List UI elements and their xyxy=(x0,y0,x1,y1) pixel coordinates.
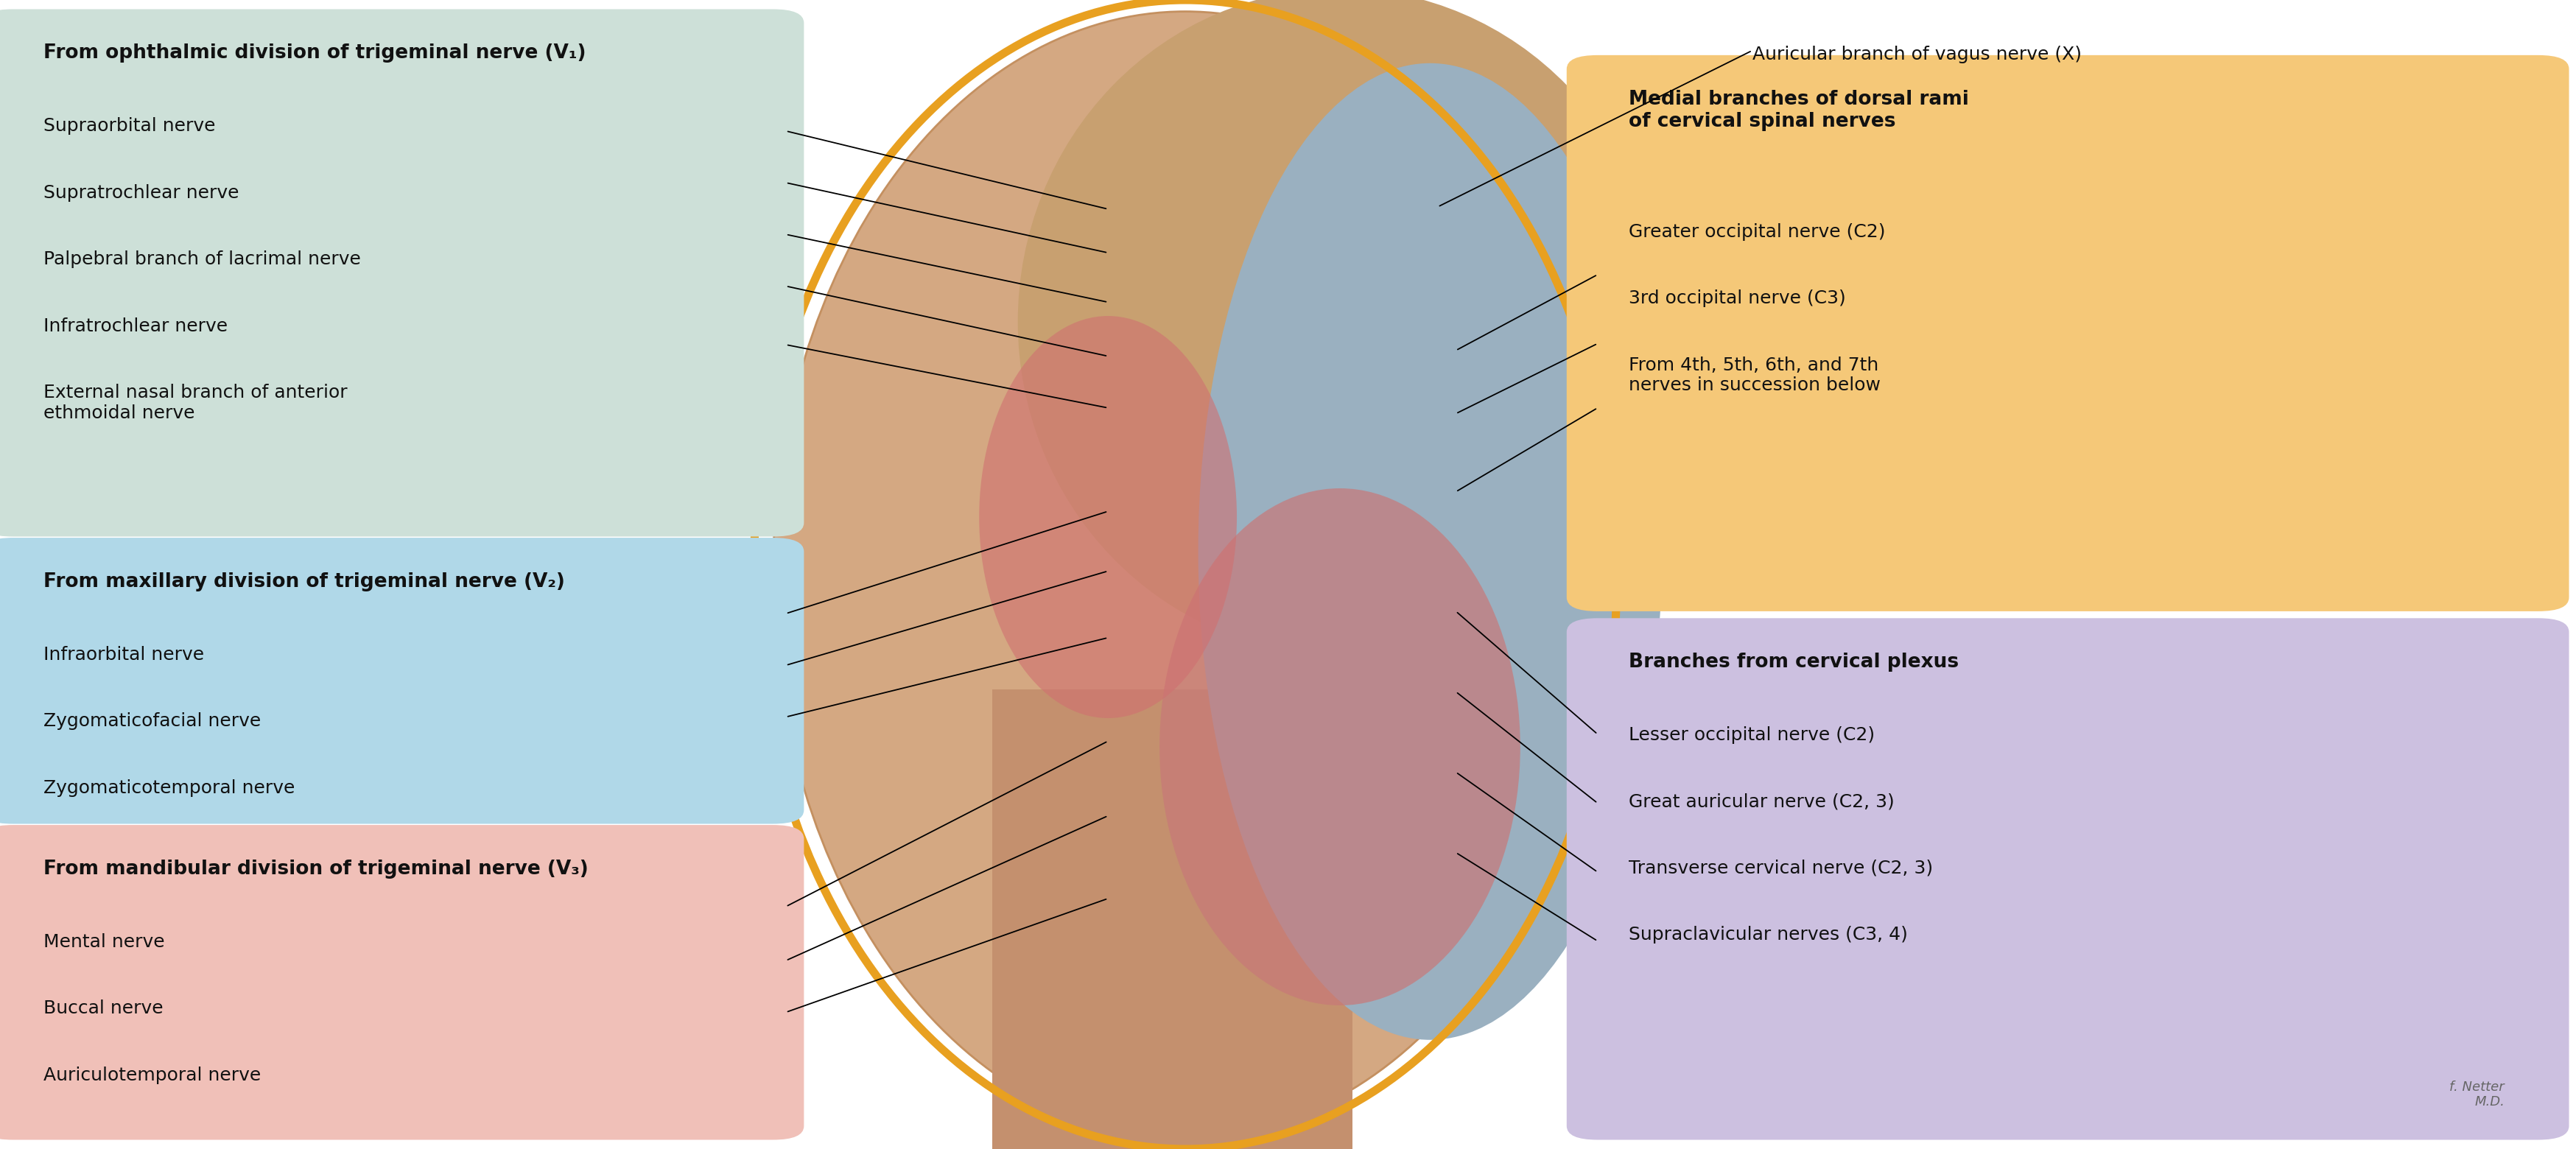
Text: Buccal nerve: Buccal nerve xyxy=(44,1000,162,1017)
Text: From maxillary division of trigeminal nerve (V₂): From maxillary division of trigeminal ne… xyxy=(44,572,564,592)
Text: From mandibular division of trigeminal nerve (V₃): From mandibular division of trigeminal n… xyxy=(44,859,587,879)
Ellipse shape xyxy=(1198,63,1662,1040)
Text: Auricular branch of vagus nerve (X): Auricular branch of vagus nerve (X) xyxy=(1752,46,2081,63)
Text: Auriculotemporal nerve: Auriculotemporal nerve xyxy=(44,1066,260,1084)
Ellipse shape xyxy=(979,316,1236,718)
FancyBboxPatch shape xyxy=(1566,618,2568,1140)
Text: Supraorbital nerve: Supraorbital nerve xyxy=(44,117,216,134)
FancyBboxPatch shape xyxy=(0,538,804,824)
Text: Medial branches of dorsal rami
of cervical spinal nerves: Medial branches of dorsal rami of cervic… xyxy=(1628,90,1968,131)
Ellipse shape xyxy=(1159,488,1520,1005)
Text: Transverse cervical nerve (C2, 3): Transverse cervical nerve (C2, 3) xyxy=(1628,859,1932,877)
Text: Lesser occipital nerve (C2): Lesser occipital nerve (C2) xyxy=(1628,726,1875,743)
Text: Greater occipital nerve (C2): Greater occipital nerve (C2) xyxy=(1628,223,1886,240)
Text: Infraorbital nerve: Infraorbital nerve xyxy=(44,646,204,663)
FancyBboxPatch shape xyxy=(1566,55,2568,611)
Text: Zygomaticofacial nerve: Zygomaticofacial nerve xyxy=(44,712,260,730)
Text: Supraclavicular nerves (C3, 4): Supraclavicular nerves (C3, 4) xyxy=(1628,926,1906,943)
Text: 3rd occipital nerve (C3): 3rd occipital nerve (C3) xyxy=(1628,290,1844,307)
Text: Zygomaticotemporal nerve: Zygomaticotemporal nerve xyxy=(44,779,296,796)
Text: External nasal branch of anterior
ethmoidal nerve: External nasal branch of anterior ethmoi… xyxy=(44,384,348,422)
Text: Branches from cervical plexus: Branches from cervical plexus xyxy=(1628,653,1958,672)
Text: From 4th, 5th, 6th, and 7th
nerves in succession below: From 4th, 5th, 6th, and 7th nerves in su… xyxy=(1628,356,1880,394)
Ellipse shape xyxy=(773,11,1597,1138)
Text: Palpebral branch of lacrimal nerve: Palpebral branch of lacrimal nerve xyxy=(44,250,361,268)
FancyBboxPatch shape xyxy=(0,9,804,537)
Text: Mental nerve: Mental nerve xyxy=(44,933,165,950)
Text: From ophthalmic division of trigeminal nerve (V₁): From ophthalmic division of trigeminal n… xyxy=(44,44,587,63)
FancyBboxPatch shape xyxy=(992,689,1352,1149)
Text: Supratrochlear nerve: Supratrochlear nerve xyxy=(44,184,240,201)
Text: Great auricular nerve (C2, 3): Great auricular nerve (C2, 3) xyxy=(1628,793,1893,810)
Text: Infratrochlear nerve: Infratrochlear nerve xyxy=(44,317,229,334)
FancyBboxPatch shape xyxy=(0,825,804,1140)
Text: f. Netter
M.D.: f. Netter M.D. xyxy=(2450,1080,2504,1109)
Ellipse shape xyxy=(1018,0,1662,655)
